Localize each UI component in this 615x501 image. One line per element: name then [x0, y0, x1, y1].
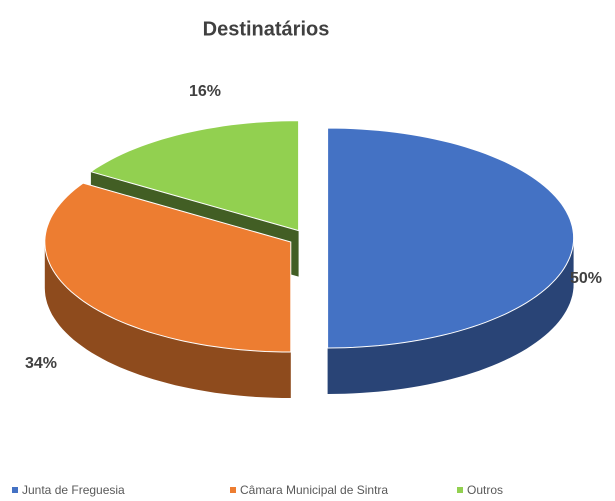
- slice: [44, 182, 292, 353]
- data-label: 16%: [189, 83, 221, 100]
- chart-title: Destinatários: [203, 18, 330, 40]
- slice-side-wall: [327, 238, 574, 394]
- data-label: 34%: [25, 355, 57, 372]
- legend-swatch: [12, 487, 18, 493]
- slice: [327, 127, 575, 349]
- slice-side-wall: [44, 242, 291, 398]
- data-label: 50%: [570, 270, 602, 287]
- legend-swatch: [457, 487, 463, 493]
- legend-label: Câmara Municipal de Sintra: [240, 483, 388, 497]
- legend-label: Outros: [467, 483, 503, 497]
- slice: [89, 120, 300, 232]
- legend-label: Junta de Freguesia: [22, 483, 125, 497]
- legend-swatch: [230, 487, 236, 493]
